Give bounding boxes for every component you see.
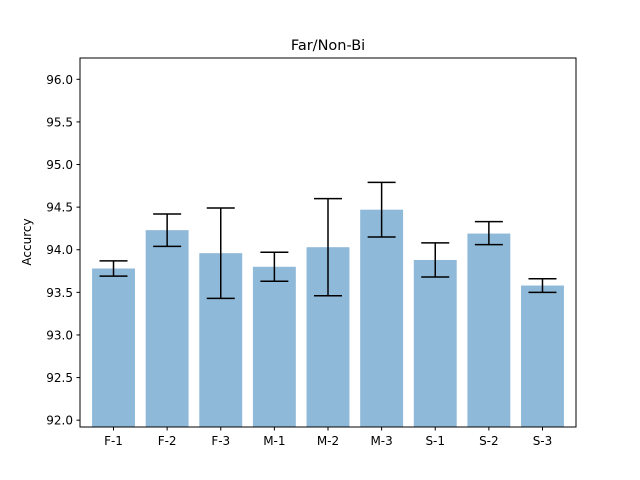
bar-S-3	[521, 285, 564, 427]
bar-M-1	[252, 266, 296, 427]
x-tick-label: F-1	[104, 434, 123, 448]
y-ticks-group: 92.0 92.5 93.0 93.5 94.0 94.5 95.0 95.5 96.0	[46, 73, 80, 428]
x-tick-label: F-3	[211, 434, 230, 448]
y-tick-label: 95.5	[46, 115, 73, 129]
bar-S-2	[467, 233, 511, 427]
y-tick-label: 95.0	[46, 158, 73, 172]
y-tick-label: 94.0	[46, 243, 73, 257]
x-tick-label: F-2	[158, 434, 177, 448]
plot-frame	[79, 57, 577, 428]
x-tick-label: S-2	[479, 434, 499, 448]
y-axis-label: Accurcy	[20, 218, 34, 265]
y-tick-label: 93.5	[46, 286, 73, 300]
x-ticks-group: F-1 F-2 F-3 M-1 M-2 M-3 S-1 S-2 S-3	[104, 427, 552, 448]
y-tick-label: 94.5	[46, 201, 73, 215]
bar-M-3	[360, 209, 404, 427]
x-tick-label: M-3	[370, 434, 392, 448]
x-tick-label: S-3	[533, 434, 553, 448]
y-tick-label: 92.5	[46, 371, 73, 385]
bar-F-1	[92, 268, 135, 427]
y-tick-label: 96.0	[46, 73, 73, 87]
bars-group	[92, 209, 564, 427]
y-tick-label: 92.0	[46, 414, 73, 428]
bar-S-1	[413, 259, 457, 427]
x-tick-label: M-2	[317, 434, 339, 448]
y-tick-label: 93.0	[46, 328, 73, 342]
bar-F-2	[145, 230, 189, 427]
chart-title: Far/Non-Bi	[291, 38, 365, 54]
error-bars-group	[99, 181, 557, 300]
x-tick-label: M-1	[263, 434, 285, 448]
x-tick-label: S-1	[425, 434, 445, 448]
